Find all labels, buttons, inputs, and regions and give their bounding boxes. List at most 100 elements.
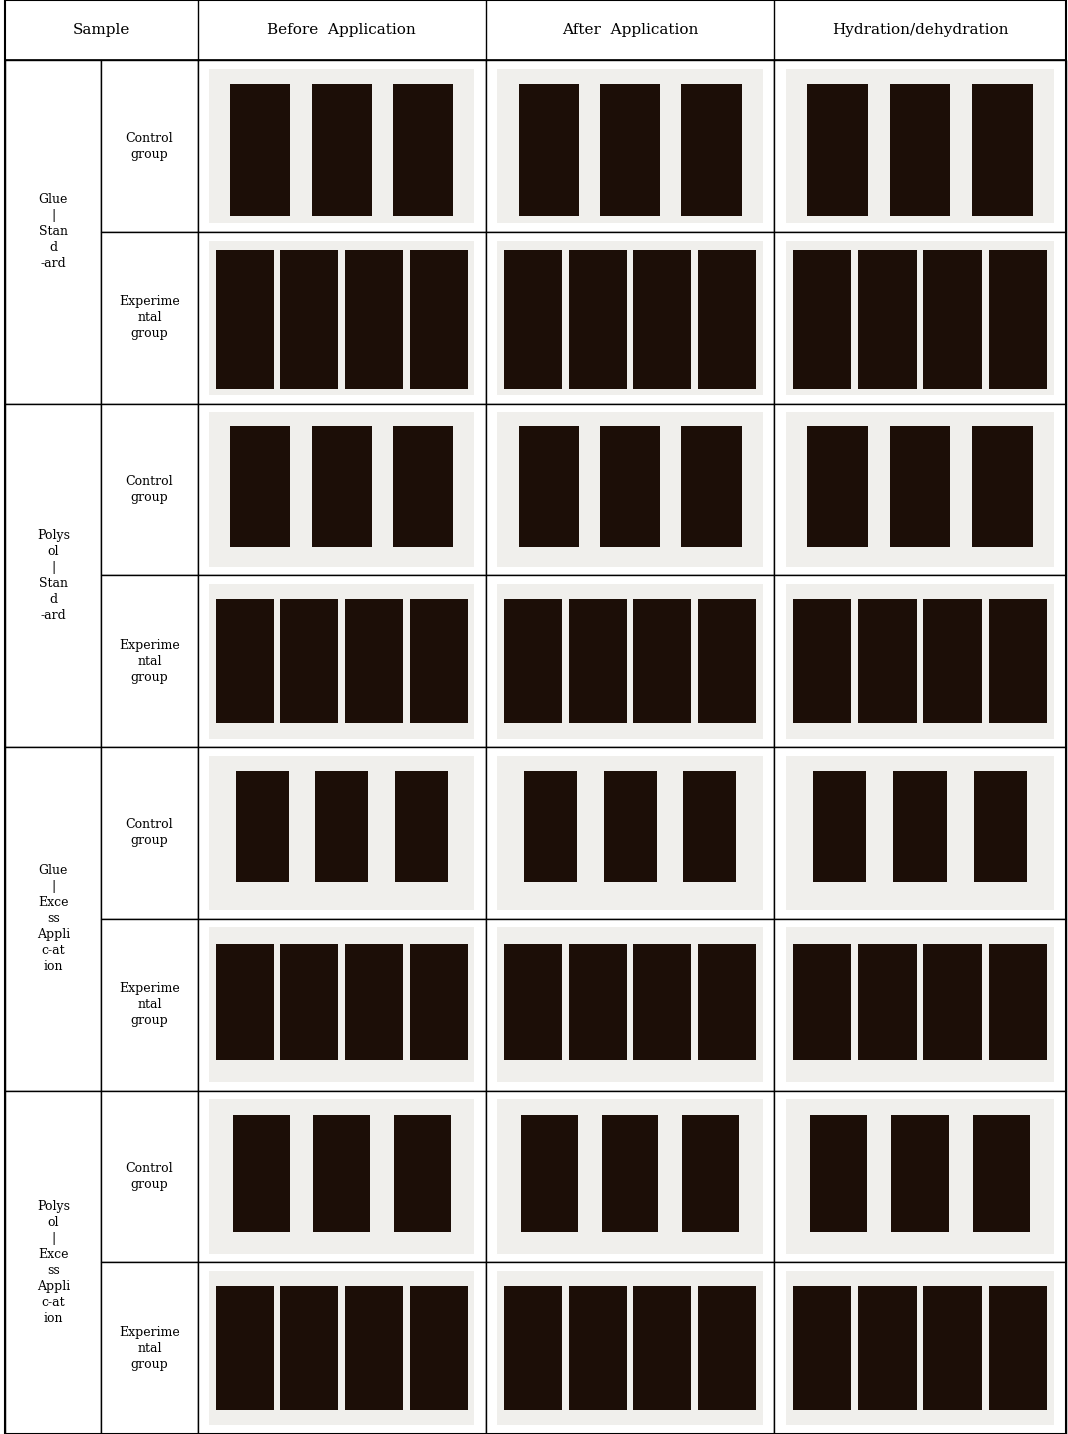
Bar [807,426,868,546]
Bar [394,1114,451,1232]
Bar [504,250,562,389]
Bar [345,250,403,389]
Bar [233,1114,289,1232]
Bar [395,771,447,882]
Bar [101,232,198,404]
Bar [209,241,474,396]
Bar [786,69,1054,224]
Bar [681,426,741,546]
Bar [486,404,774,575]
Bar [633,945,691,1060]
Bar [312,426,372,546]
Text: Sample: Sample [73,23,130,37]
Bar [345,1286,403,1410]
Bar [774,1262,1066,1434]
Bar [698,599,756,723]
Bar [209,412,474,566]
Bar [519,85,579,215]
Bar [231,85,290,215]
Bar [5,404,101,747]
Bar [774,232,1066,404]
Bar [774,60,1066,232]
Bar [209,69,474,224]
Bar [786,1098,1054,1253]
Bar [792,945,851,1060]
Bar [890,85,951,215]
Bar [498,412,763,566]
Bar [698,945,756,1060]
Bar [5,747,101,1090]
Bar [569,250,627,389]
Bar [498,584,763,739]
Bar [498,1098,763,1253]
Bar [236,771,288,882]
Bar [314,1114,370,1232]
Bar [972,85,1033,215]
Bar [973,1114,1030,1232]
Bar [504,945,562,1060]
Bar [216,945,273,1060]
Bar [698,1286,756,1410]
Bar [807,85,868,215]
Bar [101,919,198,1091]
Bar [393,85,453,215]
Bar [231,426,290,546]
Bar [209,584,474,739]
Bar [498,756,763,911]
Bar [312,85,372,215]
Bar [198,575,486,747]
Text: Control
group: Control group [126,819,173,847]
Bar [5,0,1066,60]
Bar [216,1286,273,1410]
Bar [682,1114,739,1232]
Text: Hydration/dehydration: Hydration/dehydration [832,23,1008,37]
Bar [393,426,453,546]
Bar [5,1090,101,1434]
Bar [486,1090,774,1262]
Bar [498,1271,763,1425]
Bar [504,599,562,723]
Bar [774,1090,1066,1262]
Bar [603,771,657,882]
Bar [786,241,1054,396]
Bar [602,1114,658,1232]
Bar [101,404,198,575]
Bar [813,771,866,882]
Bar [972,426,1033,546]
Bar [209,756,474,911]
Bar [281,945,339,1060]
Bar [410,1286,468,1410]
Bar [924,599,983,723]
Text: Glue
|
Stan
d
-ard: Glue | Stan d -ard [38,194,68,271]
Bar [786,412,1054,566]
Bar [774,747,1066,919]
Bar [858,250,916,389]
Bar [198,60,486,232]
Text: Control
group: Control group [126,132,173,161]
Bar [498,69,763,224]
Bar [569,1286,627,1410]
Bar [792,1286,851,1410]
Bar [600,426,660,546]
Bar [858,945,916,1060]
Bar [504,1286,562,1410]
Bar [974,771,1027,882]
Bar [486,232,774,404]
Bar [989,599,1048,723]
Bar [410,945,468,1060]
Bar [486,747,774,919]
Bar [892,1114,948,1232]
Bar [786,584,1054,739]
Bar [410,599,468,723]
Bar [209,1271,474,1425]
Bar [600,85,660,215]
Bar [101,1262,198,1434]
Bar [684,771,736,882]
Text: Experime
ntal
group: Experime ntal group [120,638,179,684]
Bar [209,1098,474,1253]
Bar [924,1286,983,1410]
Text: After  Application: After Application [562,23,698,37]
Bar [633,599,691,723]
Bar [893,771,947,882]
Bar [811,1114,867,1232]
